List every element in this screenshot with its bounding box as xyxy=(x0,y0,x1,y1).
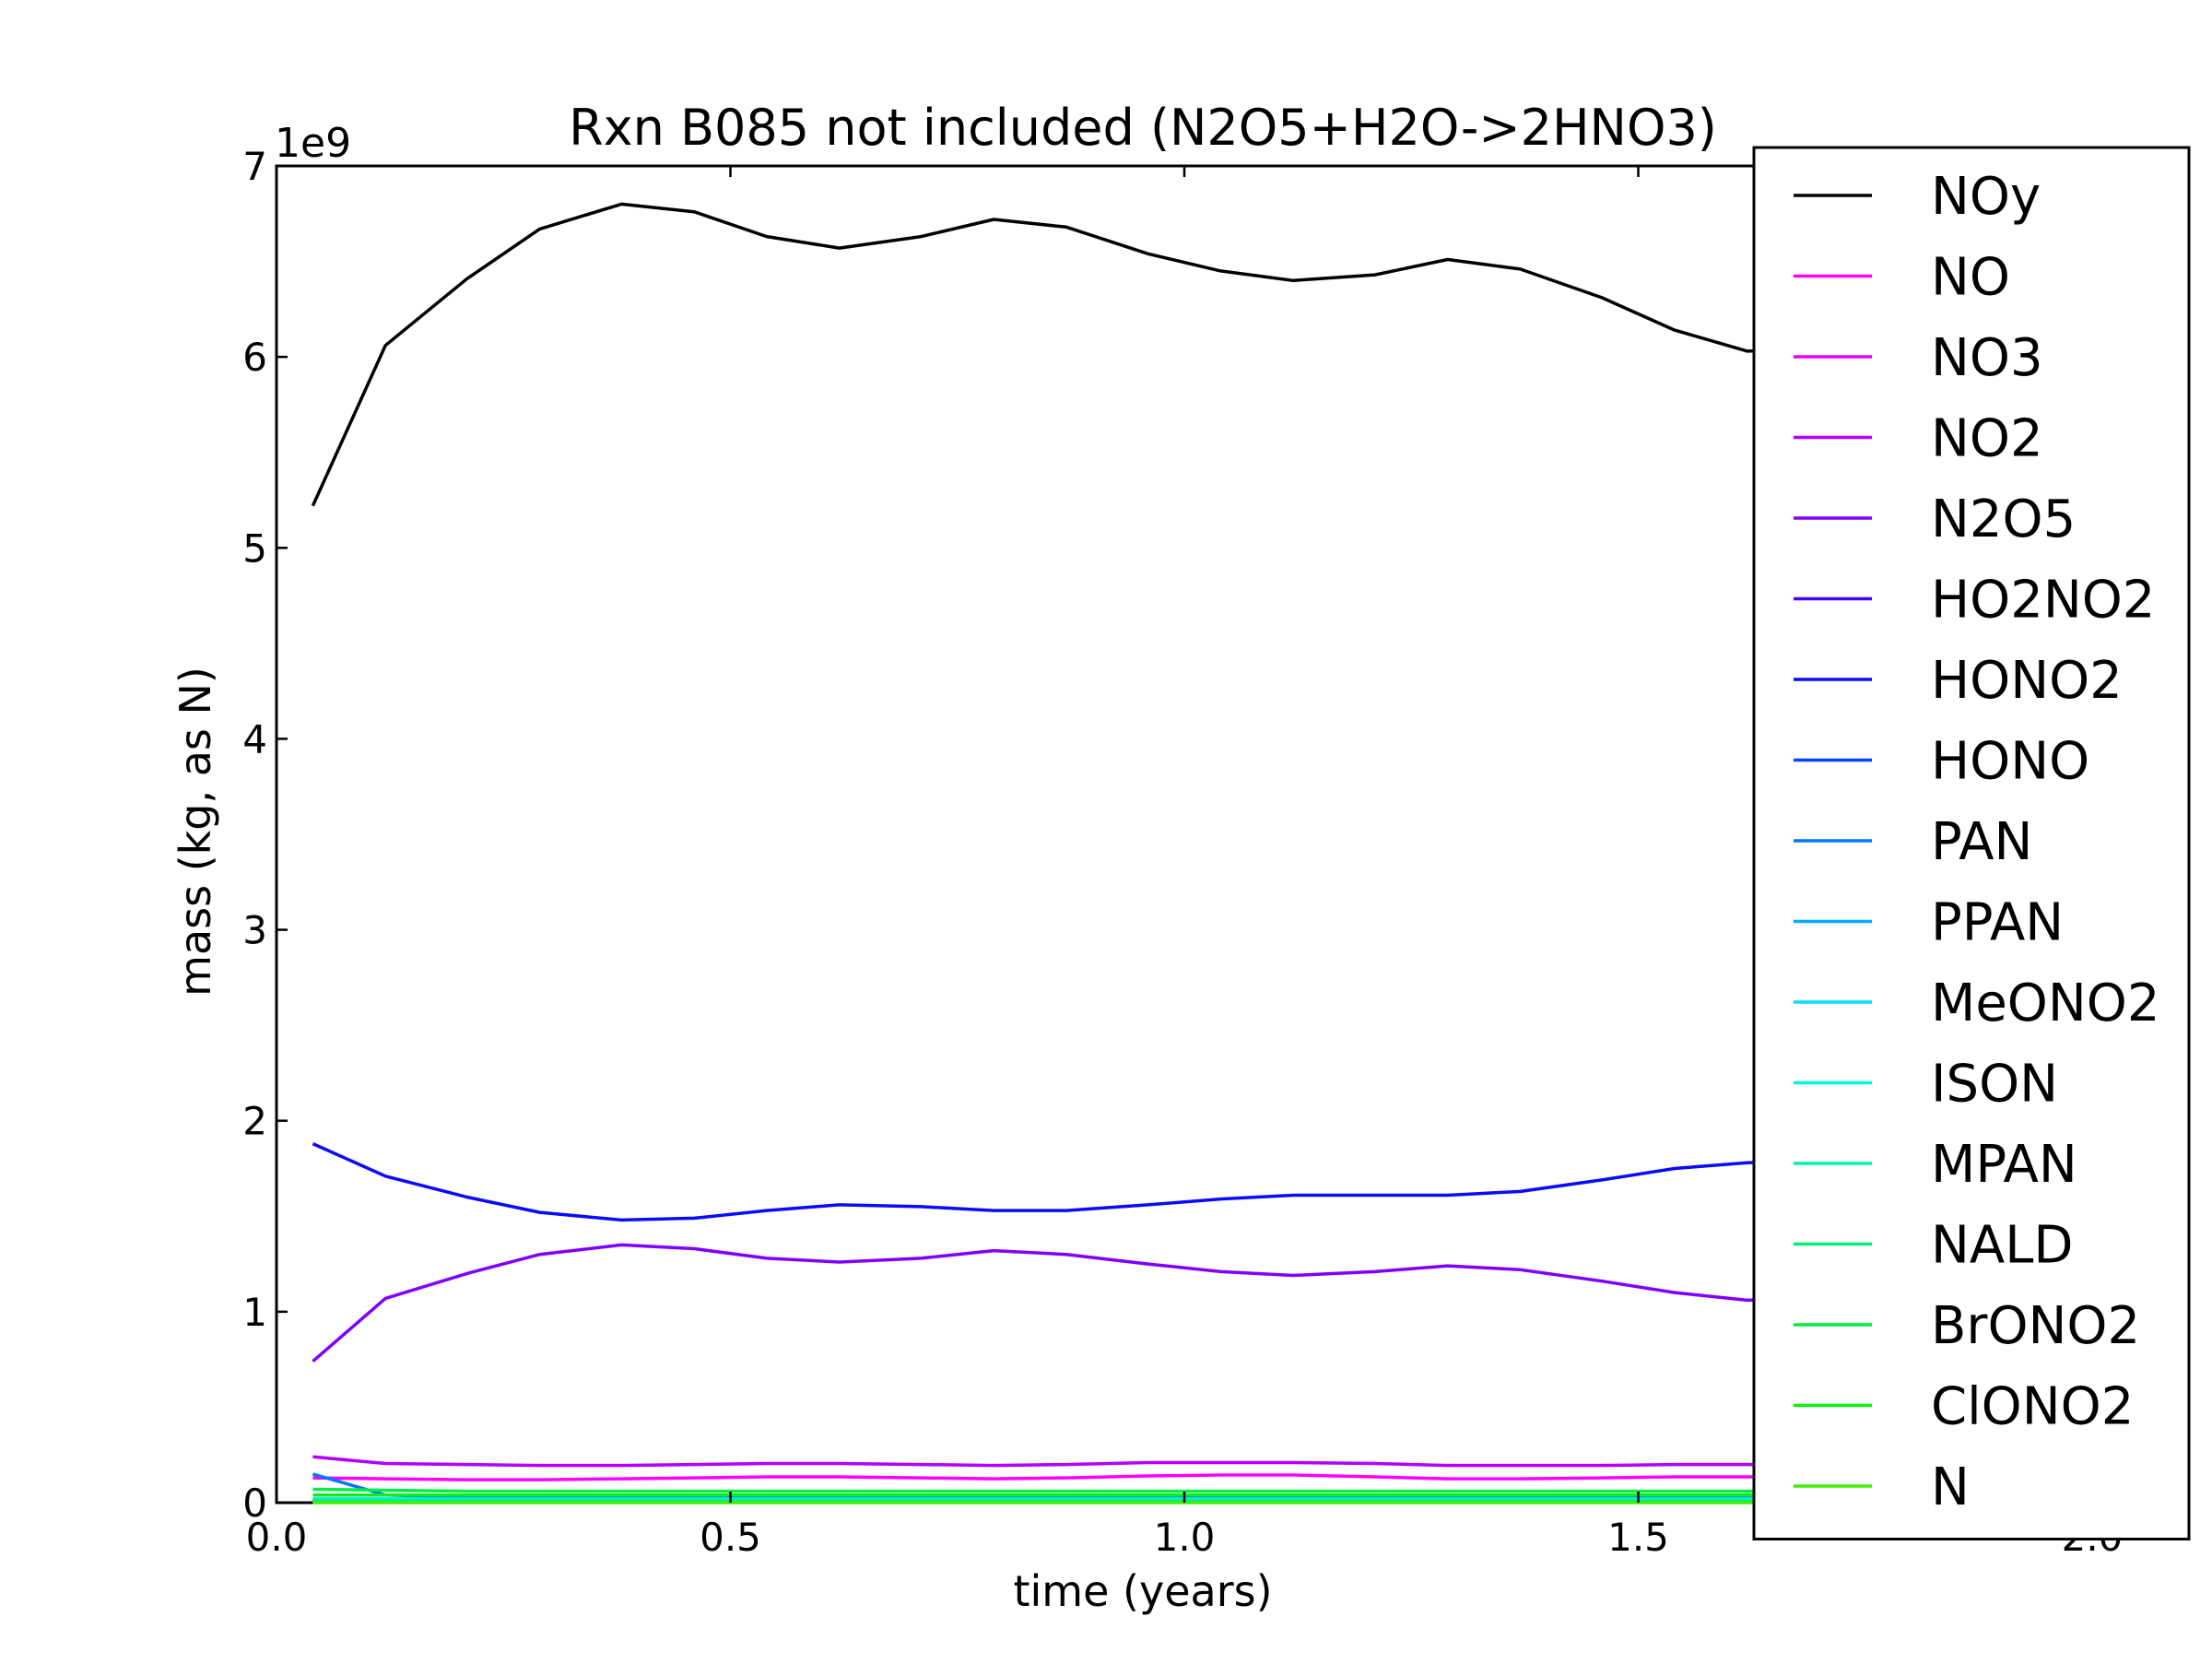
chart-title: Rxn B085 not included (N2O5+H2O->2HNO3) xyxy=(569,99,1717,157)
y-tick-label: 7 xyxy=(242,144,267,189)
legend-entry-label: N2O5 xyxy=(1931,490,2076,549)
y-tick-label: 3 xyxy=(242,908,267,953)
series-line-noy xyxy=(311,202,1830,507)
x-tick-label: 1.0 xyxy=(1154,1515,1216,1560)
y-tick-label: 6 xyxy=(242,335,267,380)
legend-entry-label: MPAN xyxy=(1931,1135,2077,1195)
series-line-no2 xyxy=(312,1455,1830,1468)
legend-entry-label: NALD xyxy=(1931,1216,2074,1276)
y-tick-label: 0 xyxy=(242,1481,267,1526)
y-axis-offset-label: 1e9 xyxy=(275,120,351,167)
legend-entry-label: N xyxy=(1931,1457,1970,1517)
x-tick-label: 0.0 xyxy=(246,1515,308,1560)
legend-entry-label: ISON xyxy=(1931,1055,2058,1115)
x-tick-label: 1.5 xyxy=(1607,1515,1669,1560)
legend-entry-label: ClONO2 xyxy=(1931,1377,2134,1437)
series-line-n2o5 xyxy=(312,1243,1830,1363)
series-layer xyxy=(311,202,1830,1505)
y-axis-label: mass (kg, as N) xyxy=(171,667,220,997)
legend-box xyxy=(1752,146,2191,1540)
legend-entry-label: HO2NO2 xyxy=(1931,571,2155,631)
legend-entry-label: NO2 xyxy=(1931,409,2043,469)
x-axis-label: time (years) xyxy=(1013,1566,1272,1616)
x-tick-label: 0.5 xyxy=(700,1515,761,1560)
legend-entry-label: PAN xyxy=(1931,812,2032,872)
legend-entry-label: NOy xyxy=(1931,167,2041,227)
legend-entry-label: NO xyxy=(1931,248,2010,308)
y-axis-ticks: 0 1 2 3 4 5 6 7 xyxy=(242,144,2092,1526)
series-line-no xyxy=(312,1473,1830,1481)
y-tick-label: 5 xyxy=(242,525,267,571)
series-line-brono2 xyxy=(312,1487,1830,1493)
y-tick-label: 2 xyxy=(242,1099,267,1144)
legend-entry-label: PPAN xyxy=(1931,893,2064,953)
legend-entry-label: NO3 xyxy=(1931,328,2043,388)
legend-entry-label: MeONO2 xyxy=(1931,974,2159,1033)
y-tick-label: 1 xyxy=(242,1290,267,1335)
legend-entry-label: BrONO2 xyxy=(1931,1296,2140,1356)
legend-entry-label: HONO xyxy=(1931,732,2089,792)
legend-entry-label: HONO2 xyxy=(1931,651,2123,711)
y-tick-label: 4 xyxy=(242,716,267,761)
legend: NOy NO NO3 NO2 N2O5 HO2NO2 HONO2 HONO PAN PPAN MeO… xyxy=(1752,146,2191,1540)
series-line-hono2 xyxy=(312,1142,1830,1222)
